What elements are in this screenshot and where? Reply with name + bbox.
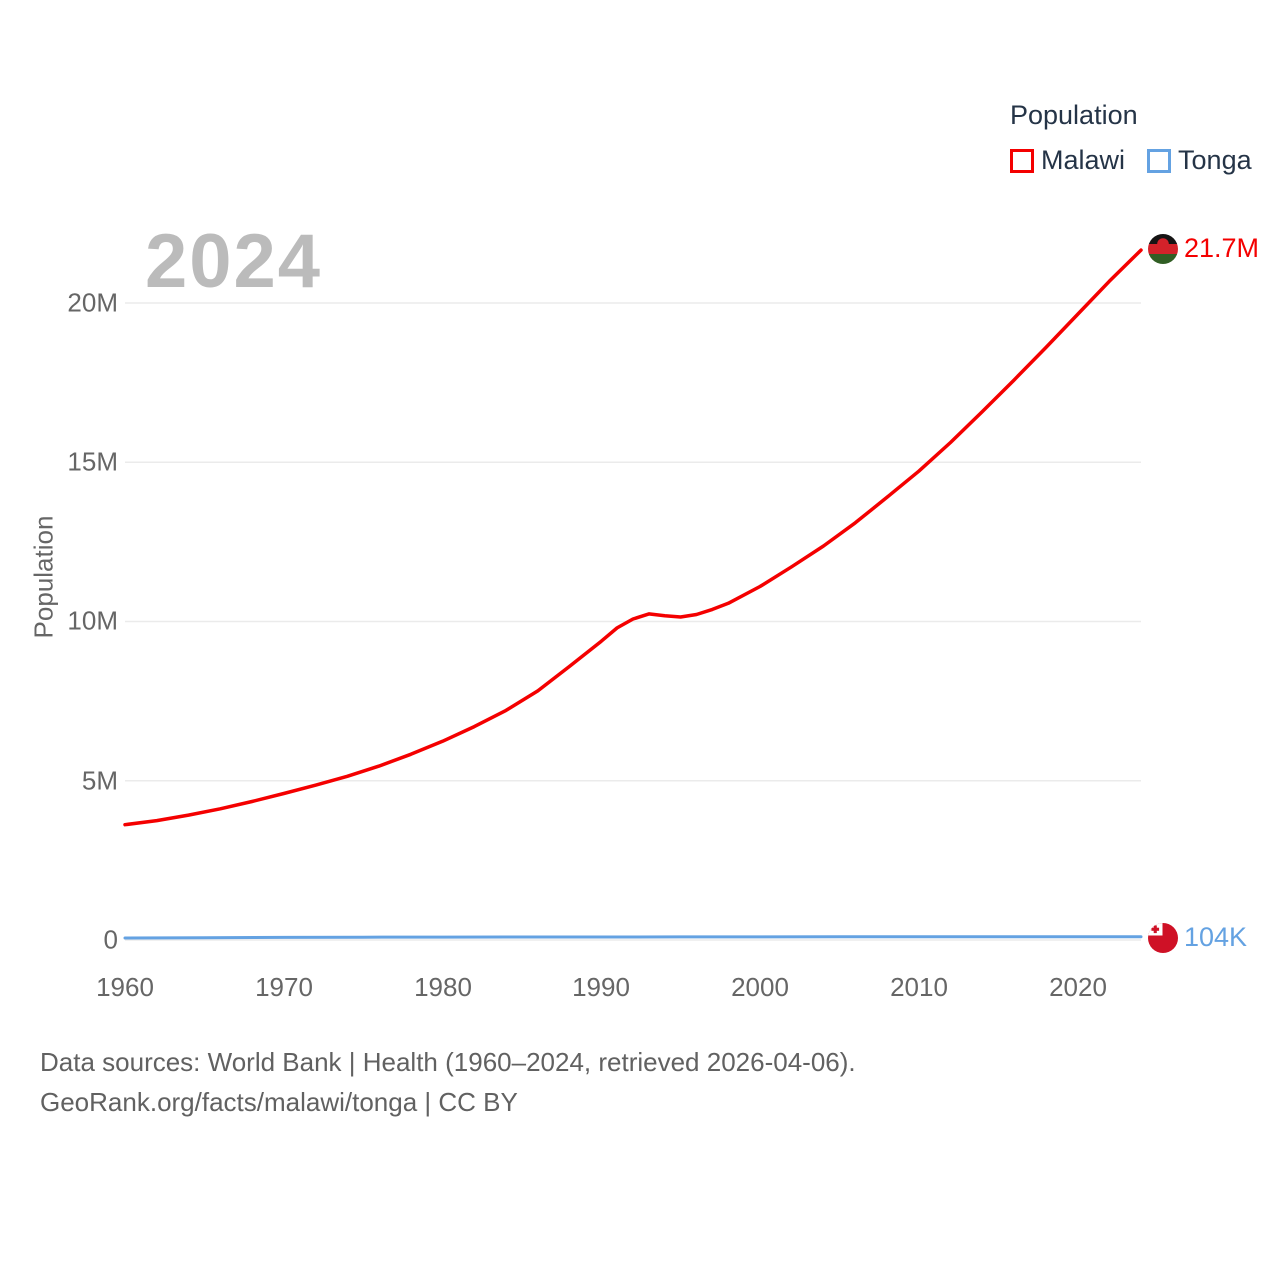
x-tick-1970: 1970 [255, 972, 313, 1002]
series-line-malawi[interactable] [123, 248, 1143, 827]
malawi-end-value: 21.7M [1184, 233, 1260, 263]
x-tick-1980: 1980 [414, 972, 472, 1002]
attribution-footer: Data sources: World Bank | Health (1960–… [40, 1042, 856, 1122]
tonga-series-swatch-icon [1147, 148, 1172, 173]
y-tick-10m: 10M [67, 605, 118, 636]
tonga-end-value: 104K [1184, 922, 1248, 952]
y-tick-20m: 20M [67, 287, 118, 318]
y-tick-0: 0 [103, 924, 118, 955]
source-url-line: GeoRank.org/facts/malawi/tonga | CC BY [40, 1087, 518, 1117]
legend-items: Malawi Tonga [1010, 145, 1252, 176]
x-tick-1990: 1990 [572, 972, 630, 1002]
x-tick-2020: 2020 [1049, 972, 1107, 1002]
y-tick-15m: 15M [67, 446, 118, 477]
x-tick-2000: 2000 [731, 972, 789, 1002]
malawi-series-swatch-icon [1010, 148, 1034, 173]
legend-label-malawi: Malawi [1041, 145, 1126, 175]
legend: Population Malawi Tonga [1010, 100, 1252, 176]
data-sources-line: Data sources: World Bank | Health (1960–… [40, 1047, 856, 1077]
malawi-flag-icon [1148, 233, 1178, 264]
legend-item-tonga[interactable]: Tonga [1147, 145, 1252, 176]
year-watermark: 2024 [145, 219, 323, 304]
x-tick-2010: 2010 [890, 972, 948, 1002]
x-tick-1960: 1960 [96, 972, 154, 1002]
legend-item-malawi[interactable]: Malawi [1010, 145, 1125, 176]
malawi-end-label: 21.7M [1148, 233, 1259, 264]
legend-title: Population [1010, 100, 1138, 130]
series-line-tonga[interactable] [123, 935, 1143, 940]
tonga-end-label: 104K [1148, 922, 1247, 953]
tonga-flag-icon [1148, 922, 1178, 953]
legend-label-tonga: Tonga [1178, 145, 1252, 175]
y-tick-5m: 5M [81, 765, 118, 796]
